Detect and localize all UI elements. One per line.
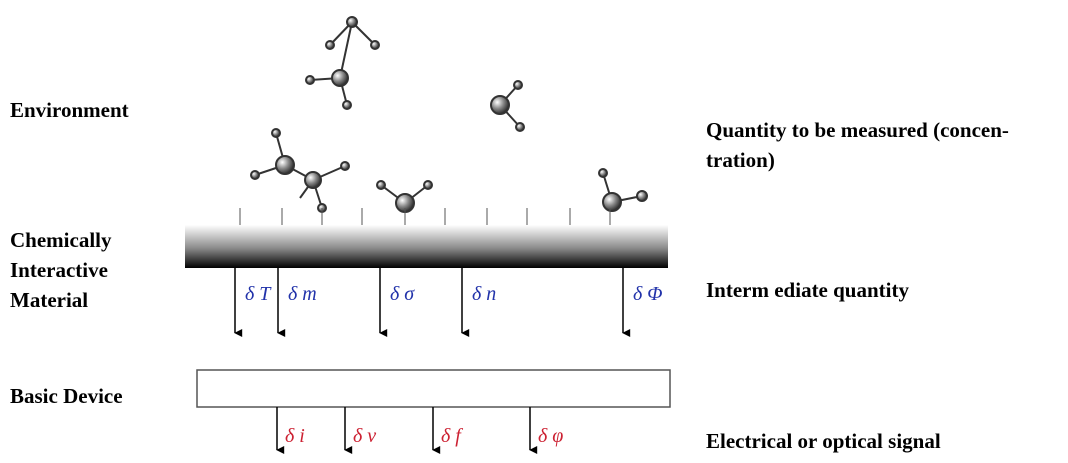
right-label: tration) <box>706 148 775 172</box>
intermediate-symbol: δ T <box>245 283 272 305</box>
left-label: Material <box>10 288 88 312</box>
right-label: Quantity to be measured (concen- <box>706 118 1009 142</box>
left-label: Interactive <box>10 258 108 282</box>
left-label: Chemically <box>10 228 112 252</box>
signal-symbol: δ f <box>441 425 463 447</box>
right-label: Interm ediate quantity <box>706 278 909 302</box>
left-label: Basic Device <box>10 384 123 408</box>
interactive-material-bar <box>185 225 668 268</box>
signal-symbol: δ φ <box>538 425 563 447</box>
basic-device-box <box>196 369 671 408</box>
signal-symbol: δ i <box>285 425 305 447</box>
intermediate-symbol: δ σ <box>390 283 415 305</box>
right-label: Electrical or optical signal <box>706 429 941 453</box>
intermediate-symbol: δ m <box>288 283 317 305</box>
ticks <box>239 208 611 225</box>
intermediate-symbol: δ Φ <box>633 283 663 305</box>
left-label: Environment <box>10 98 129 122</box>
signal-symbol: δ v <box>353 425 376 447</box>
intermediate-symbol: δ n <box>472 283 496 305</box>
molecules <box>250 16 648 213</box>
